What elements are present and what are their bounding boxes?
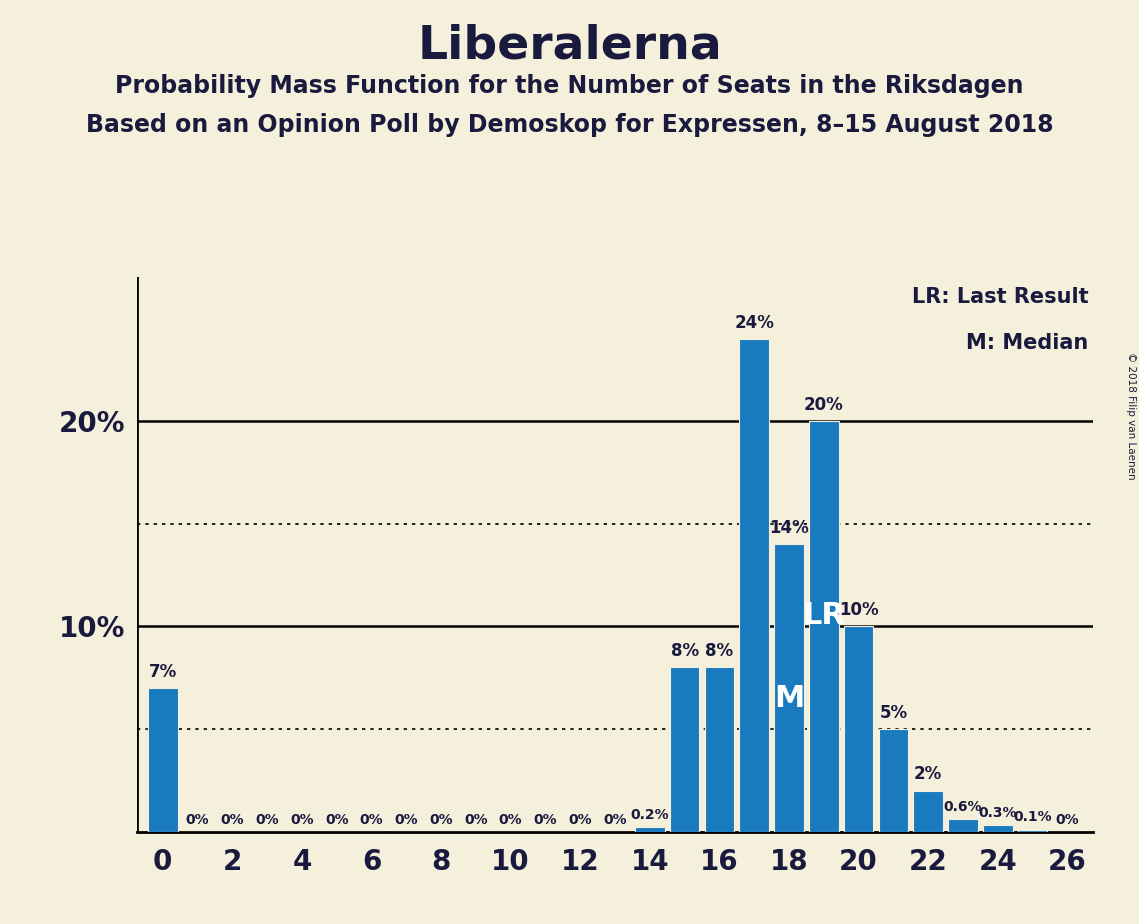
Bar: [983, 825, 1013, 832]
Bar: [739, 339, 769, 832]
Text: 24%: 24%: [735, 313, 775, 332]
Text: 14%: 14%: [769, 519, 809, 537]
Text: 0.2%: 0.2%: [631, 808, 670, 822]
Text: 0%: 0%: [186, 813, 210, 828]
Text: 0%: 0%: [221, 813, 244, 828]
Bar: [636, 828, 665, 832]
Text: 0%: 0%: [604, 813, 626, 828]
Bar: [809, 421, 838, 832]
Bar: [948, 820, 977, 832]
Bar: [705, 667, 735, 832]
Bar: [148, 687, 178, 832]
Text: 2%: 2%: [915, 765, 942, 784]
Text: M: Median: M: Median: [966, 333, 1088, 353]
Text: 8%: 8%: [671, 642, 698, 660]
Text: 0%: 0%: [255, 813, 279, 828]
Text: 0%: 0%: [325, 813, 349, 828]
Text: 0.6%: 0.6%: [944, 800, 982, 814]
Bar: [878, 729, 908, 832]
Text: © 2018 Filip van Laenen: © 2018 Filip van Laenen: [1126, 352, 1136, 480]
Text: 0%: 0%: [1056, 813, 1079, 828]
Text: 7%: 7%: [149, 663, 177, 681]
Text: 20%: 20%: [804, 395, 844, 414]
Text: LR: Last Result: LR: Last Result: [911, 287, 1088, 308]
Text: Probability Mass Function for the Number of Seats in the Riksdagen: Probability Mass Function for the Number…: [115, 74, 1024, 98]
Text: 8%: 8%: [705, 642, 734, 660]
Bar: [844, 626, 874, 832]
Text: 0.1%: 0.1%: [1014, 810, 1052, 824]
Bar: [913, 791, 943, 832]
Text: 0%: 0%: [394, 813, 418, 828]
Text: Liberalerna: Liberalerna: [417, 23, 722, 68]
Text: 0%: 0%: [464, 813, 487, 828]
Text: M: M: [773, 684, 804, 712]
Text: 0%: 0%: [534, 813, 557, 828]
Bar: [775, 544, 804, 832]
Bar: [1018, 830, 1048, 832]
Text: LR: LR: [802, 602, 845, 630]
Text: 0%: 0%: [290, 813, 313, 828]
Text: 5%: 5%: [879, 704, 908, 722]
Text: 0%: 0%: [568, 813, 592, 828]
Bar: [670, 667, 699, 832]
Text: 0%: 0%: [360, 813, 384, 828]
Text: Based on an Opinion Poll by Demoskop for Expressen, 8–15 August 2018: Based on an Opinion Poll by Demoskop for…: [85, 113, 1054, 137]
Text: 10%: 10%: [838, 602, 878, 619]
Text: 0%: 0%: [499, 813, 523, 828]
Text: 0%: 0%: [429, 813, 453, 828]
Text: 0.3%: 0.3%: [978, 807, 1017, 821]
